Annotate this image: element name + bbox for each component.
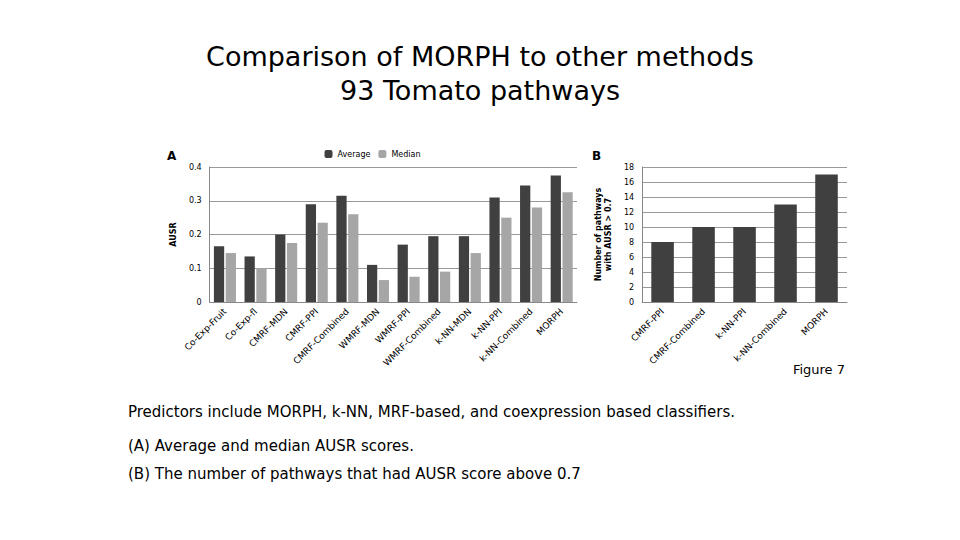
- svg-text:6: 6: [629, 253, 634, 262]
- svg-text:14: 14: [624, 193, 634, 202]
- svg-text:k-NN-Combined: k-NN-Combined: [732, 306, 789, 363]
- svg-text:k-NN-PPI: k-NN-PPI: [714, 306, 748, 340]
- svg-text:WMRF-MDN: WMRF-MDN: [337, 306, 381, 350]
- svg-text:2: 2: [629, 283, 634, 292]
- svg-text:Co-Exp-fl: Co-Exp-fl: [223, 306, 260, 343]
- svg-text:0.3: 0.3: [189, 196, 202, 205]
- svg-text:Average: Average: [338, 150, 371, 159]
- svg-text:k-NN-MDN: k-NN-MDN: [433, 306, 473, 346]
- svg-text:CMRF-PPI: CMRF-PPI: [629, 306, 666, 343]
- svg-text:k-NN-PPI: k-NN-PPI: [469, 306, 504, 341]
- svg-text:k-NN-Combined: k-NN-Combined: [477, 306, 534, 363]
- svg-text:with AUSR > 0.7: with AUSR > 0.7: [604, 198, 613, 271]
- html-text:(A) Average and median AUSR sc: (A) Average and median AUSR scores.: [128, 437, 414, 455]
- svg-text:0.2: 0.2: [189, 230, 202, 239]
- svg-text:4: 4: [629, 268, 634, 277]
- svg-text:Number of pathways: Number of pathways: [594, 188, 603, 282]
- svg-text:Co-Exp-Fruit: Co-Exp-Fruit: [182, 306, 228, 352]
- svg-text:CMRF-Combined: CMRF-Combined: [291, 306, 351, 366]
- html-text:(B) The number of pathways tha: (B) The number of pathways that had AUSR…: [128, 465, 581, 483]
- svg-text:MORPH: MORPH: [799, 306, 830, 337]
- svg-text:16: 16: [624, 178, 634, 187]
- svg-text:0.1: 0.1: [189, 264, 202, 273]
- svg-text:8: 8: [629, 238, 634, 247]
- svg-text:18: 18: [624, 163, 634, 172]
- svg-text:10: 10: [624, 223, 634, 232]
- html-text:Predictors include MORPH, k-NN: Predictors include MORPH, k-NN, MRF-base…: [128, 403, 735, 421]
- svg-text:AUSR: AUSR: [169, 222, 178, 246]
- svg-text:A: A: [167, 149, 177, 163]
- svg-text:0: 0: [197, 298, 202, 307]
- svg-text:12: 12: [624, 208, 634, 217]
- svg-text:0.4: 0.4: [189, 163, 202, 172]
- html-text:Figure 7: Figure 7: [792, 362, 845, 377]
- svg-text:CMRF-PPI: CMRF-PPI: [283, 306, 321, 344]
- svg-text:WMRF-Combined: WMRF-Combined: [381, 306, 442, 367]
- svg-text:CMRF-MDN: CMRF-MDN: [247, 306, 289, 348]
- svg-text:0: 0: [629, 298, 634, 307]
- html-text:93 Tomato pathways: 93 Tomato pathways: [340, 75, 620, 106]
- html-text:Comparison of MORPH to other m: Comparison of MORPH to other methods: [206, 41, 754, 72]
- svg-text:Median: Median: [391, 150, 420, 159]
- svg-text:MORPH: MORPH: [535, 306, 566, 337]
- svg-text:CMRF-Combined: CMRF-Combined: [647, 306, 707, 366]
- svg-text:WMRF-PPI: WMRF-PPI: [373, 306, 413, 346]
- svg-text:B: B: [592, 149, 601, 163]
